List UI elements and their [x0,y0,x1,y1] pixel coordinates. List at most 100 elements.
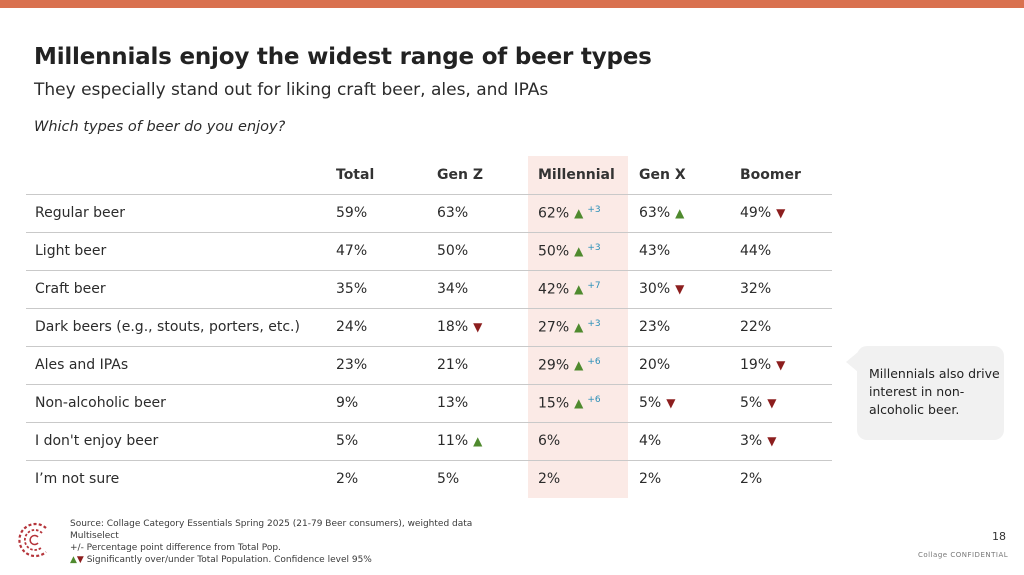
cell-value: 2% [740,471,763,488]
column-header: Total [326,156,427,195]
cell-value: 29% [538,357,570,374]
cell-value: 47% [336,243,368,259]
triangle-down-icon: ▼ [767,396,777,410]
cell-value: 4% [639,433,662,449]
table-cell: 15% ▲ +6 [528,384,629,423]
table-row: Non-alcoholic beer 9% 13% 15% ▲ +6 5% ▼ 5% ▼ [26,384,832,423]
collage-logo-icon [18,522,47,558]
table-cell: 4% [629,422,730,461]
triangle-down-icon: ▼ [76,555,84,565]
significance-note: ▲▼ Significantly over/under Total Popula… [70,554,472,566]
table-cell: 44% [730,232,832,271]
table-cell: 50% ▲ +3 [528,232,629,271]
table-cell: 21% [427,346,528,385]
table-cell: 23% [326,346,427,385]
triangle-up-icon: ▲ [574,244,584,259]
table-cell: 5% [427,460,528,498]
cell-value: 23% [639,319,671,335]
triangle-up-icon: ▲ [574,396,584,411]
table-row: Ales and IPAs 23% 21% 29% ▲ +6 20% 19% ▼ [26,346,832,385]
cell-value: 2% [639,471,662,488]
cell-value: 3% [740,433,763,449]
cell-value: 18% [437,319,469,335]
table-cell: 22% [730,308,832,347]
cell-value: 2% [538,471,561,488]
triangle-down-icon: ▼ [767,434,777,448]
table-row: Dark beers (e.g., stouts, porters, etc.)… [26,308,832,347]
table-cell: 29% ▲ +6 [528,346,629,385]
page-subtitle: They especially stand out for liking cra… [34,80,549,100]
table-cell: 13% [427,384,528,423]
table-cell: 27% ▲ +3 [528,308,629,347]
callout-text: Millennials also drive interest in non-a… [869,366,1000,417]
triangle-up-icon: ▲ [70,555,77,565]
table-cell: 24% [326,308,427,347]
triangle-down-icon: ▼ [675,282,685,296]
cell-value: 42% [538,281,570,298]
table-row: I’m not sure 2% 5% 2% 2% 2% [26,460,832,498]
table-cell: 34% [427,270,528,309]
row-label: Ales and IPAs [26,346,326,385]
cell-value: 32% [740,281,772,297]
cell-value: 24% [336,319,368,335]
cell-value: 5% [740,395,763,411]
point-difference: +6 [587,356,601,367]
table-cell: 6% [528,422,629,461]
triangle-up-icon: ▲ [675,206,685,220]
cell-value: 62% [538,205,570,222]
row-label: I don't enjoy beer [26,422,326,461]
table-cell: 9% [326,384,427,423]
cell-value: 20% [639,357,671,373]
table-cell: 18% ▼ [427,308,528,347]
table-cell: 42% ▲ +7 [528,270,629,309]
source-note: Source: Collage Category Essentials Spri… [70,519,473,529]
top-accent-bar [0,0,1024,8]
table-cell: 47% [326,232,427,271]
cell-value: 21% [437,357,469,373]
triangle-up-icon: ▲ [574,206,584,221]
confidential-label: Collage CONFIDENTIAL [918,551,1009,559]
cell-value: 30% [639,281,671,297]
multiselect-note: Multiselect [70,531,119,541]
column-header: Boomer [730,156,832,195]
triangle-up-icon: ▲ [473,434,483,448]
beer-types-table: Total Gen Z Millennial Gen X Boomer Regu… [26,156,832,498]
row-label: Light beer [26,232,326,271]
table-cell: 59% [326,194,427,233]
row-label: Craft beer [26,270,326,309]
cell-value: 27% [538,319,570,336]
page-number: 18 [992,530,1006,543]
table-cell: 5% [326,422,427,461]
diff-note: +/- Percentage point difference from Tot… [70,543,281,553]
table-cell: 3% ▼ [730,422,832,461]
table-cell: 2% [730,460,832,498]
cell-value: 63% [437,205,469,221]
table-row: I don't enjoy beer 5% 11% ▲ 6% 4% 3% ▼ [26,422,832,461]
table-cell: 35% [326,270,427,309]
cell-value: 6% [538,433,561,449]
triangle-up-icon: ▲ [574,358,584,373]
table-cell: 2% [326,460,427,498]
table-cell: 50% [427,232,528,271]
table-cell: 30% ▼ [629,270,730,309]
cell-value: 11% [437,433,469,449]
table-row: Craft beer 35% 34% 42% ▲ +7 30% ▼ 32% [26,270,832,309]
cell-value: 35% [336,281,368,297]
table-cell: 20% [629,346,730,385]
triangle-down-icon: ▼ [776,358,786,372]
table-cell: 19% ▼ [730,346,832,385]
table-cell: 49% ▼ [730,194,832,233]
table-cell: 5% ▼ [730,384,832,423]
cell-value: 50% [538,243,570,260]
cell-value: 23% [336,357,368,373]
table-cell: 23% [629,308,730,347]
table-cell: 11% ▲ [427,422,528,461]
cell-value: 9% [336,395,359,411]
cell-value: 22% [740,319,772,335]
row-label: Non-alcoholic beer [26,384,326,423]
point-difference: +3 [587,242,601,253]
cell-value: 59% [336,205,368,221]
page-title: Millennials enjoy the widest range of be… [34,44,652,70]
table-header-row: Total Gen Z Millennial Gen X Boomer [26,156,832,195]
cell-value: 5% [437,471,460,488]
